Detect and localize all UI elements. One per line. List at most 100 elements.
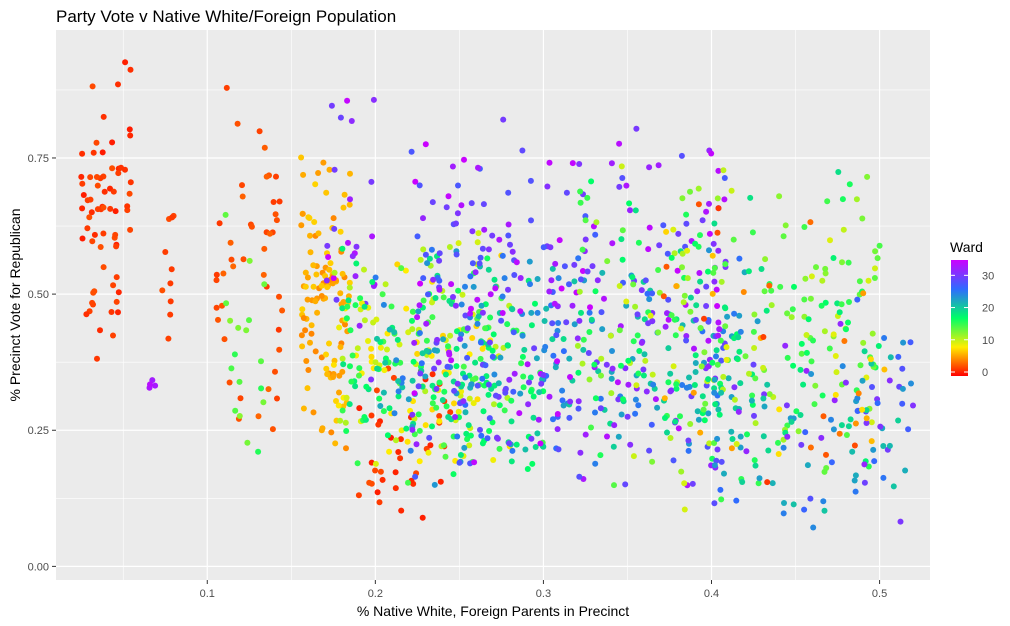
scatter-point: [330, 215, 337, 222]
scatter-point: [461, 444, 468, 451]
scatter-point: [672, 332, 679, 339]
scatter-point: [397, 455, 404, 462]
scatter-point: [418, 360, 425, 367]
scatter-point: [374, 365, 381, 372]
scatter-point: [302, 269, 309, 276]
scatter-point: [832, 353, 839, 359]
scatter-point: [440, 294, 447, 301]
scatter-point: [398, 265, 405, 272]
scatter-point: [323, 189, 330, 196]
scatter-point: [86, 214, 93, 221]
scatter-point: [299, 343, 306, 350]
scatter-point: [706, 230, 713, 237]
scatter-point: [899, 365, 906, 372]
scatter-point: [464, 325, 471, 332]
scatter-point: [807, 295, 814, 302]
scatter-point: [442, 453, 449, 460]
scatter-point: [451, 387, 458, 394]
scatter-point: [733, 441, 740, 447]
scatter-point: [665, 316, 672, 323]
scatter-point: [305, 214, 312, 221]
scatter-point: [455, 182, 461, 189]
scatter-point: [215, 316, 221, 323]
scatter-point: [424, 260, 431, 267]
scatter-point: [715, 332, 722, 339]
scatter-point: [485, 391, 492, 398]
scatter-point: [339, 305, 346, 312]
scatter-point: [863, 407, 870, 414]
scatter-point: [428, 246, 435, 253]
scatter-point: [228, 256, 235, 263]
scatter-point: [627, 441, 634, 448]
scatter-point: [627, 207, 633, 214]
scatter-point: [399, 384, 406, 391]
scatter-point: [395, 393, 402, 400]
scatter-point: [837, 320, 844, 327]
scatter-point: [683, 211, 690, 218]
x-axis-label: % Native White, Foreign Parents in Preci…: [357, 603, 629, 619]
scatter-point: [429, 371, 436, 378]
scatter-point: [543, 305, 550, 312]
scatter-point: [527, 374, 534, 381]
scatter-point: [395, 449, 402, 455]
scatter-point: [531, 345, 538, 352]
scatter-point: [468, 305, 474, 312]
scatter-point: [737, 444, 744, 451]
scatter-point: [900, 339, 907, 346]
scatter-point: [691, 382, 698, 388]
scatter-point: [838, 301, 845, 308]
scatter-point: [597, 405, 604, 412]
scatter-point: [872, 248, 879, 255]
scatter-point: [89, 299, 96, 306]
scatter-point: [436, 379, 443, 386]
scatter-point: [340, 204, 347, 211]
scatter-point: [525, 401, 532, 408]
scatter-point: [594, 277, 601, 284]
scatter-point: [801, 506, 808, 513]
scatter-point: [508, 397, 515, 404]
scatter-point: [692, 369, 699, 375]
scatter-point: [696, 270, 703, 276]
scatter-point: [307, 339, 313, 346]
scatter-point: [798, 350, 805, 357]
scatter-point: [403, 305, 410, 312]
scatter-point: [665, 296, 672, 303]
scatter-point: [752, 420, 759, 427]
scatter-point: [625, 357, 632, 364]
scatter-point: [601, 295, 607, 302]
scatter-point: [780, 510, 787, 517]
scatter-point: [541, 318, 548, 324]
scatter-point: [435, 359, 442, 366]
scatter-point: [477, 254, 484, 261]
scatter-point: [544, 183, 551, 190]
scatter-point: [467, 273, 474, 280]
scatter-point: [441, 388, 448, 395]
scatter-point: [561, 263, 568, 270]
scatter-point: [454, 210, 461, 217]
scatter-point: [239, 182, 245, 189]
scatter-point: [715, 205, 722, 212]
scatter-point: [703, 283, 710, 290]
scatter-point: [310, 409, 317, 416]
scatter-point: [324, 371, 331, 378]
scatter-point: [762, 256, 769, 263]
scatter-point: [820, 498, 827, 505]
scatter-point: [768, 302, 775, 309]
scatter-point: [482, 362, 489, 369]
scatter-point: [462, 283, 468, 290]
scatter-point: [416, 330, 423, 336]
scatter-point: [742, 353, 749, 360]
scatter-point: [589, 263, 596, 270]
scatter-point: [577, 188, 584, 195]
scatter-point: [847, 416, 854, 423]
scatter-point: [341, 191, 348, 198]
scatter-point: [683, 384, 690, 391]
scatter-point: [604, 433, 610, 440]
scatter-point: [349, 253, 356, 260]
scatter-point: [633, 382, 640, 389]
scatter-point: [711, 220, 718, 227]
scatter-point: [366, 479, 373, 486]
scatter-point: [755, 480, 762, 487]
scatter-point: [409, 326, 416, 333]
scatter-point: [822, 270, 829, 277]
